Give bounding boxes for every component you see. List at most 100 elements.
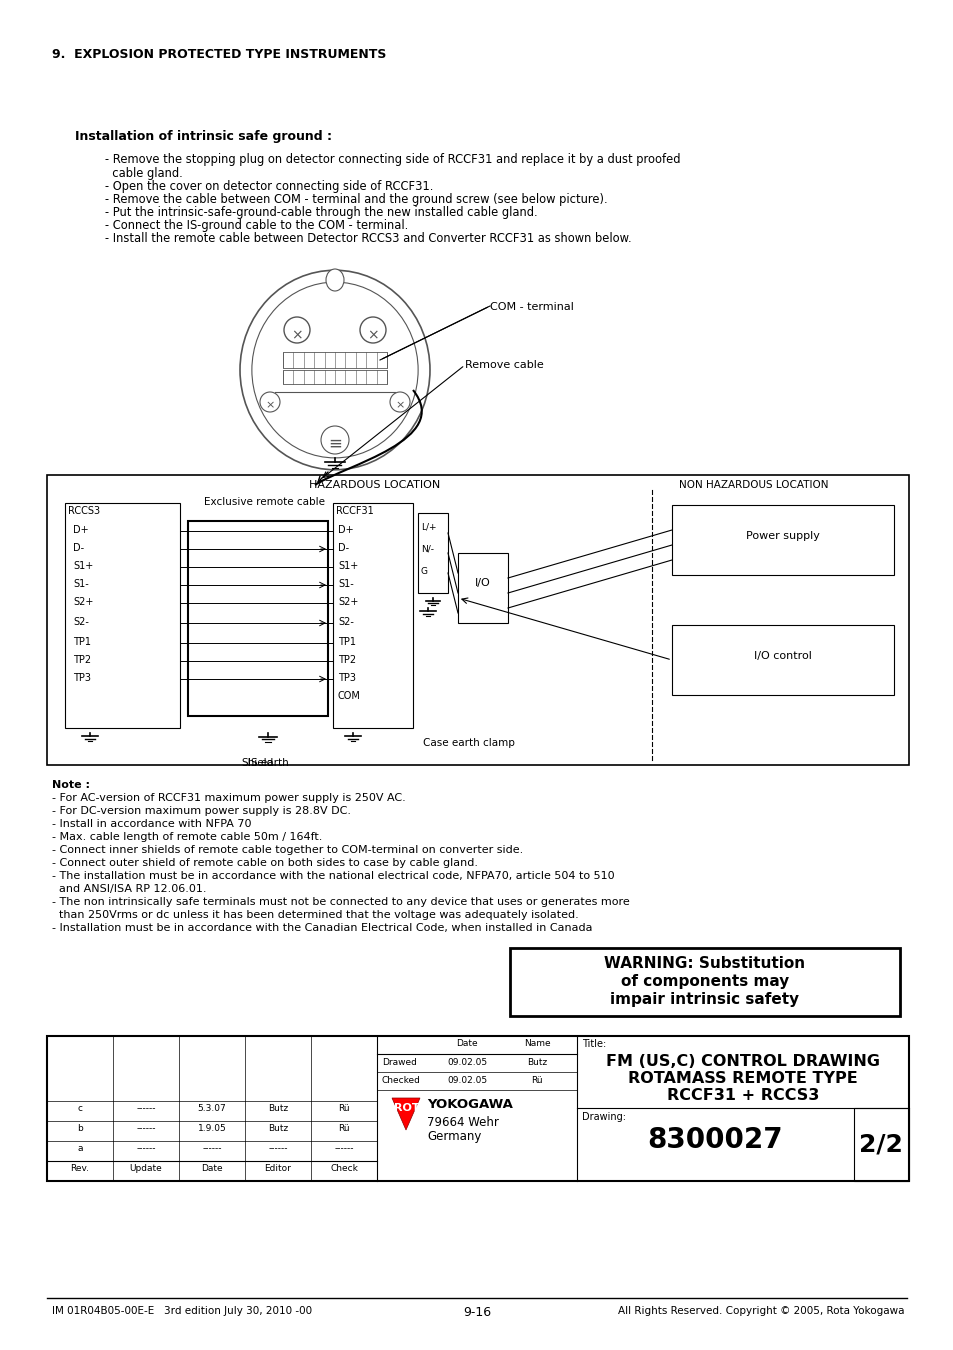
- Text: Rü: Rü: [337, 1125, 350, 1133]
- Text: HAZARDOUS LOCATION: HAZARDOUS LOCATION: [309, 481, 439, 490]
- Text: cable gland.: cable gland.: [105, 167, 183, 180]
- Bar: [417, 513, 448, 593]
- Text: TP3: TP3: [337, 674, 355, 683]
- Text: - The installation must be in accordance with the national electrical code, NFPA: - The installation must be in accordance…: [52, 871, 614, 882]
- Text: Exclusive remote cable: Exclusive remote cable: [204, 497, 325, 508]
- Text: Power supply: Power supply: [745, 531, 819, 541]
- Text: S1+: S1+: [337, 562, 358, 571]
- Text: impair intrinsic safety: impair intrinsic safety: [610, 992, 799, 1007]
- Text: Butz: Butz: [268, 1125, 288, 1133]
- Text: Drawing:: Drawing:: [581, 1112, 625, 1122]
- Text: Rev.: Rev.: [71, 1164, 90, 1173]
- Text: YOKOGAWA: YOKOGAWA: [427, 1098, 513, 1111]
- Text: S2-: S2-: [73, 617, 89, 626]
- Text: - Connect the IS-ground cable to the COM - terminal.: - Connect the IS-ground cable to the COM…: [105, 219, 408, 232]
- Text: ------: ------: [136, 1143, 155, 1153]
- Text: RCCS3: RCCS3: [68, 506, 100, 516]
- Text: RCCF31 + RCCS3: RCCF31 + RCCS3: [666, 1088, 819, 1103]
- Text: 79664 Wehr: 79664 Wehr: [427, 1116, 498, 1129]
- Text: S1-: S1-: [337, 579, 354, 589]
- Text: ------: ------: [136, 1125, 155, 1133]
- Bar: [283, 352, 387, 369]
- Text: WARNING: Substitution: WARNING: Substitution: [604, 956, 804, 971]
- Text: ------: ------: [202, 1143, 221, 1153]
- Text: Remove cable: Remove cable: [464, 360, 543, 370]
- Text: D+: D+: [337, 525, 354, 535]
- Text: TP2: TP2: [73, 655, 91, 666]
- Text: Name: Name: [523, 1040, 550, 1048]
- Bar: [65, 504, 180, 728]
- Text: of components may: of components may: [620, 973, 788, 990]
- Text: ×: ×: [395, 400, 404, 410]
- Bar: [283, 370, 387, 383]
- Bar: [671, 505, 893, 575]
- Text: 09.02.05: 09.02.05: [446, 1076, 487, 1085]
- Text: Butz: Butz: [526, 1058, 547, 1066]
- Ellipse shape: [326, 269, 344, 292]
- Text: - Open the cover on detector connecting side of RCCF31.: - Open the cover on detector connecting …: [105, 180, 433, 193]
- Bar: [671, 625, 893, 695]
- Text: Update: Update: [130, 1164, 162, 1173]
- Text: 9.  EXPLOSION PROTECTED TYPE INSTRUMENTS: 9. EXPLOSION PROTECTED TYPE INSTRUMENTS: [52, 49, 386, 61]
- Bar: [510, 948, 899, 1017]
- Text: 2/2: 2/2: [858, 1133, 902, 1156]
- Text: IM 01R04B05-00E-E   3rd edition July 30, 2010 -00: IM 01R04B05-00E-E 3rd edition July 30, 2…: [52, 1305, 312, 1316]
- Text: 5.3.07: 5.3.07: [197, 1104, 226, 1112]
- Bar: [188, 521, 328, 716]
- Text: D+: D+: [73, 525, 89, 535]
- Text: a: a: [77, 1143, 83, 1153]
- Text: c: c: [77, 1104, 82, 1112]
- Text: FM (US,C) CONTROL DRAWING: FM (US,C) CONTROL DRAWING: [605, 1054, 879, 1069]
- Text: TP2: TP2: [337, 655, 355, 666]
- Text: TP1: TP1: [73, 637, 91, 647]
- Text: Shield: Shield: [242, 757, 274, 768]
- Text: Check: Check: [330, 1164, 357, 1173]
- Text: COM - terminal: COM - terminal: [490, 302, 574, 312]
- Text: and ANSI/ISA RP 12.06.01.: and ANSI/ISA RP 12.06.01.: [52, 884, 206, 894]
- Text: D-: D-: [73, 543, 84, 554]
- Text: ×: ×: [265, 400, 274, 410]
- Text: S1-: S1-: [73, 579, 89, 589]
- Text: Editor: Editor: [264, 1164, 291, 1173]
- Text: D-: D-: [337, 543, 349, 554]
- Text: - Install in accordance with NFPA 70: - Install in accordance with NFPA 70: [52, 819, 252, 829]
- Text: COM: COM: [337, 691, 360, 701]
- Bar: [47, 475, 908, 765]
- Text: 9-16: 9-16: [462, 1305, 491, 1319]
- Text: ------: ------: [136, 1104, 155, 1112]
- Text: I/O control: I/O control: [753, 651, 811, 661]
- Text: than 250Vrms or dc unless it has been determined that the voltage was adequately: than 250Vrms or dc unless it has been de…: [52, 910, 578, 919]
- Text: - Install the remote cable between Detector RCCS3 and Converter RCCF31 as shown : - Install the remote cable between Detec…: [105, 232, 631, 244]
- Text: Date: Date: [201, 1164, 223, 1173]
- Text: - Remove the stopping plug on detector connecting side of RCCF31 and replace it : - Remove the stopping plug on detector c…: [105, 153, 679, 166]
- Text: 09.02.05: 09.02.05: [446, 1058, 487, 1066]
- Text: Note :: Note :: [52, 780, 90, 790]
- Text: TP3: TP3: [73, 674, 91, 683]
- Text: TP1: TP1: [337, 637, 355, 647]
- Text: Title:: Title:: [581, 1040, 605, 1049]
- Text: IS earth: IS earth: [248, 757, 288, 768]
- Text: S2-: S2-: [337, 617, 354, 626]
- Text: L/+: L/+: [420, 522, 436, 532]
- Text: - Installation must be in accordance with the Canadian Electrical Code, when ins: - Installation must be in accordance wit…: [52, 923, 592, 933]
- Text: ×: ×: [367, 328, 378, 342]
- Text: - The non intrinsically safe terminals must not be connected to any device that : - The non intrinsically safe terminals m…: [52, 896, 629, 907]
- Text: - For AC-version of RCCF31 maximum power supply is 250V AC.: - For AC-version of RCCF31 maximum power…: [52, 792, 405, 803]
- Text: S1+: S1+: [73, 562, 93, 571]
- Text: ≡: ≡: [328, 435, 341, 454]
- Text: b: b: [77, 1125, 83, 1133]
- Text: Case earth clamp: Case earth clamp: [422, 738, 515, 748]
- Text: 8300027: 8300027: [646, 1126, 782, 1154]
- Text: ×: ×: [291, 328, 302, 342]
- Text: Butz: Butz: [268, 1104, 288, 1112]
- Text: NON HAZARDOUS LOCATION: NON HAZARDOUS LOCATION: [679, 481, 828, 490]
- Text: N/-: N/-: [420, 545, 434, 554]
- Text: Date: Date: [456, 1040, 477, 1048]
- Text: S2+: S2+: [337, 597, 358, 608]
- Bar: [333, 504, 413, 728]
- Text: - Connect inner shields of remote cable together to COM-terminal on converter si: - Connect inner shields of remote cable …: [52, 845, 522, 855]
- Text: - Connect outer shield of remote cable on both sides to case by cable gland.: - Connect outer shield of remote cable o…: [52, 859, 477, 868]
- Bar: [457, 554, 507, 622]
- Bar: [853, 1108, 908, 1181]
- Text: All Rights Reserved. Copyright © 2005, Rota Yokogawa: All Rights Reserved. Copyright © 2005, R…: [618, 1305, 904, 1316]
